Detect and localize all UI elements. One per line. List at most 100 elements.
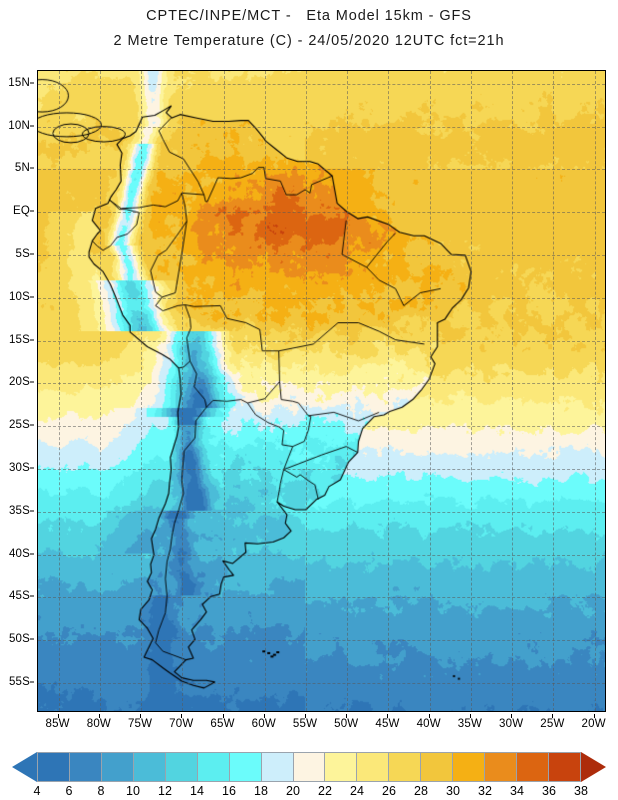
- colorbar-segment: [324, 752, 358, 782]
- x-axis-tick-label: 65W: [210, 718, 235, 730]
- y-axis-tick: [30, 467, 34, 469]
- page-title: CPTEC/INPE/MCT - Eta Model 15km - GFS: [146, 8, 472, 24]
- x-axis-tick: [552, 714, 554, 718]
- colorbar-segment: [420, 752, 454, 782]
- x-axis-tick: [346, 714, 348, 718]
- map-plot-area: [37, 70, 606, 712]
- colorbar-tick-label: 32: [478, 784, 492, 798]
- x-axis-tick-label: 20W: [581, 718, 606, 730]
- colorbar-segment: [388, 752, 422, 782]
- x-axis-tick-label: 70W: [169, 718, 194, 730]
- y-axis-tick-label: 15S: [8, 333, 30, 346]
- y-axis-tick: [30, 339, 34, 341]
- y-axis-tick-label: 15N: [8, 76, 30, 89]
- x-axis-tick-label: 85W: [45, 718, 70, 730]
- colorbar-segment: [548, 752, 581, 782]
- colorbar-segment: [164, 752, 198, 782]
- y-axis-tick: [30, 424, 34, 426]
- colorbar-over-arrow-icon: [581, 752, 606, 782]
- y-axis-tick: [30, 82, 34, 84]
- y-axis-tick: [30, 296, 34, 298]
- colorbar-tick-label: 38: [574, 784, 588, 798]
- colorbar-segment: [37, 752, 70, 782]
- y-axis-tick-label: 30S: [8, 462, 30, 475]
- y-axis-tick: [30, 553, 34, 555]
- colorbar-segment: [228, 752, 262, 782]
- y-axis-tick-label: 35S: [8, 504, 30, 517]
- colorbar-tick-label: 28: [414, 784, 428, 798]
- chart-subtitle: 2 Metre Temperature (C) - 24/05/2020 12U…: [113, 33, 505, 49]
- colorbar-segment: [516, 752, 549, 782]
- y-axis-tick: [30, 595, 34, 597]
- x-axis-tick-label: 45W: [375, 718, 400, 730]
- x-axis-tick: [469, 714, 471, 718]
- colorbar-segment: [100, 752, 134, 782]
- colorbar: 4 6 8 10 12 14 16 18 20 22 24 26 28 30 32 34 36 38: [0, 748, 618, 800]
- y-axis-tick-label: 55S: [8, 676, 30, 689]
- colorbar-tick-label: 20: [286, 784, 300, 798]
- colorbar-tick-label: 26: [382, 784, 396, 798]
- colorbar-tick-label: 30: [446, 784, 460, 798]
- x-axis-tick-label: 55W: [292, 718, 318, 730]
- y-axis-tick-label: 50S: [8, 633, 30, 646]
- colorbar-tick-label: 36: [542, 784, 556, 798]
- chart-title-block: CPTEC/INPE/MCT - Eta Model 15km - GFS 2 …: [0, 0, 618, 49]
- colorbar-tick-labels: 4 6 8 10 12 14 16 18 20 22 24 26 28 30 32 34 36 38: [33, 784, 588, 800]
- colorbar-tick-label: 8: [97, 784, 105, 798]
- colorbar-segment: [68, 752, 102, 782]
- y-axis-tick: [30, 210, 34, 212]
- x-axis-tick: [593, 714, 595, 718]
- colorbar-tick-label: 4: [33, 784, 41, 798]
- x-axis-tick: [511, 714, 513, 718]
- colorbar-segment: [196, 752, 230, 782]
- colorbar-tick-label: 12: [158, 784, 172, 798]
- x-axis-tick-label: 60W: [251, 718, 276, 730]
- colorbar-tick-label: 16: [222, 784, 236, 798]
- x-axis-tick: [263, 714, 265, 718]
- x-axis-tick: [181, 714, 183, 718]
- colorbar-segment: [132, 752, 166, 782]
- y-axis-tick-label: EQ: [12, 205, 30, 218]
- x-axis: 85W 80W 75W 70W 65W 60W 55W 50W 45W 40W 35W 30W 25W 2…: [37, 714, 606, 734]
- x-axis-tick-label: 40W: [416, 718, 441, 730]
- y-axis-tick: [30, 681, 34, 683]
- colorbar-tick-label: 6: [65, 784, 73, 798]
- y-axis-tick-label: 5N: [14, 162, 30, 175]
- y-axis-tick: [30, 381, 34, 383]
- colorbar-tick-label: 10: [126, 784, 140, 798]
- x-axis-tick: [98, 714, 100, 718]
- y-axis-tick: [30, 253, 34, 255]
- x-axis-tick-label: 50W: [334, 718, 359, 730]
- x-axis-tick-label: 80W: [86, 718, 111, 730]
- colorbar-strip: [37, 752, 581, 782]
- y-axis-tick-label: 10S: [8, 290, 30, 303]
- colorbar-tick-label: 14: [190, 784, 204, 798]
- x-axis-tick-label: 25W: [540, 718, 565, 730]
- y-axis-tick-label: 5S: [15, 248, 30, 261]
- colorbar-tick-label: 34: [510, 784, 524, 798]
- x-axis-tick: [57, 714, 59, 718]
- x-axis-tick: [428, 714, 430, 718]
- x-axis-tick: [305, 714, 306, 718]
- y-axis-tick-label: 40S: [8, 547, 30, 560]
- temperature-heatmap-canvas: [38, 71, 605, 711]
- colorbar-segment: [452, 752, 486, 782]
- colorbar-under-arrow-icon: [12, 752, 37, 782]
- x-axis-tick: [387, 714, 389, 718]
- colorbar-segment: [484, 752, 518, 782]
- y-axis-tick-label: 20S: [8, 376, 30, 389]
- colorbar-segment: [260, 752, 294, 782]
- y-axis-tick-label: 10N: [8, 119, 30, 132]
- y-axis-tick: [30, 167, 34, 169]
- x-axis-tick: [222, 714, 224, 718]
- colorbar-tick-label: 24: [350, 784, 364, 798]
- colorbar-tick-label: 22: [318, 784, 332, 798]
- colorbar-segment: [356, 752, 390, 782]
- x-axis-tick: [140, 714, 142, 718]
- x-axis-tick-label: 35W: [457, 718, 483, 730]
- x-axis-tick-label: 75W: [127, 718, 153, 730]
- y-axis-tick: [30, 638, 34, 640]
- y-axis-tick: [30, 510, 34, 512]
- y-axis-tick-label: 45S: [8, 590, 30, 603]
- y-axis-tick-label: 25S: [8, 419, 30, 432]
